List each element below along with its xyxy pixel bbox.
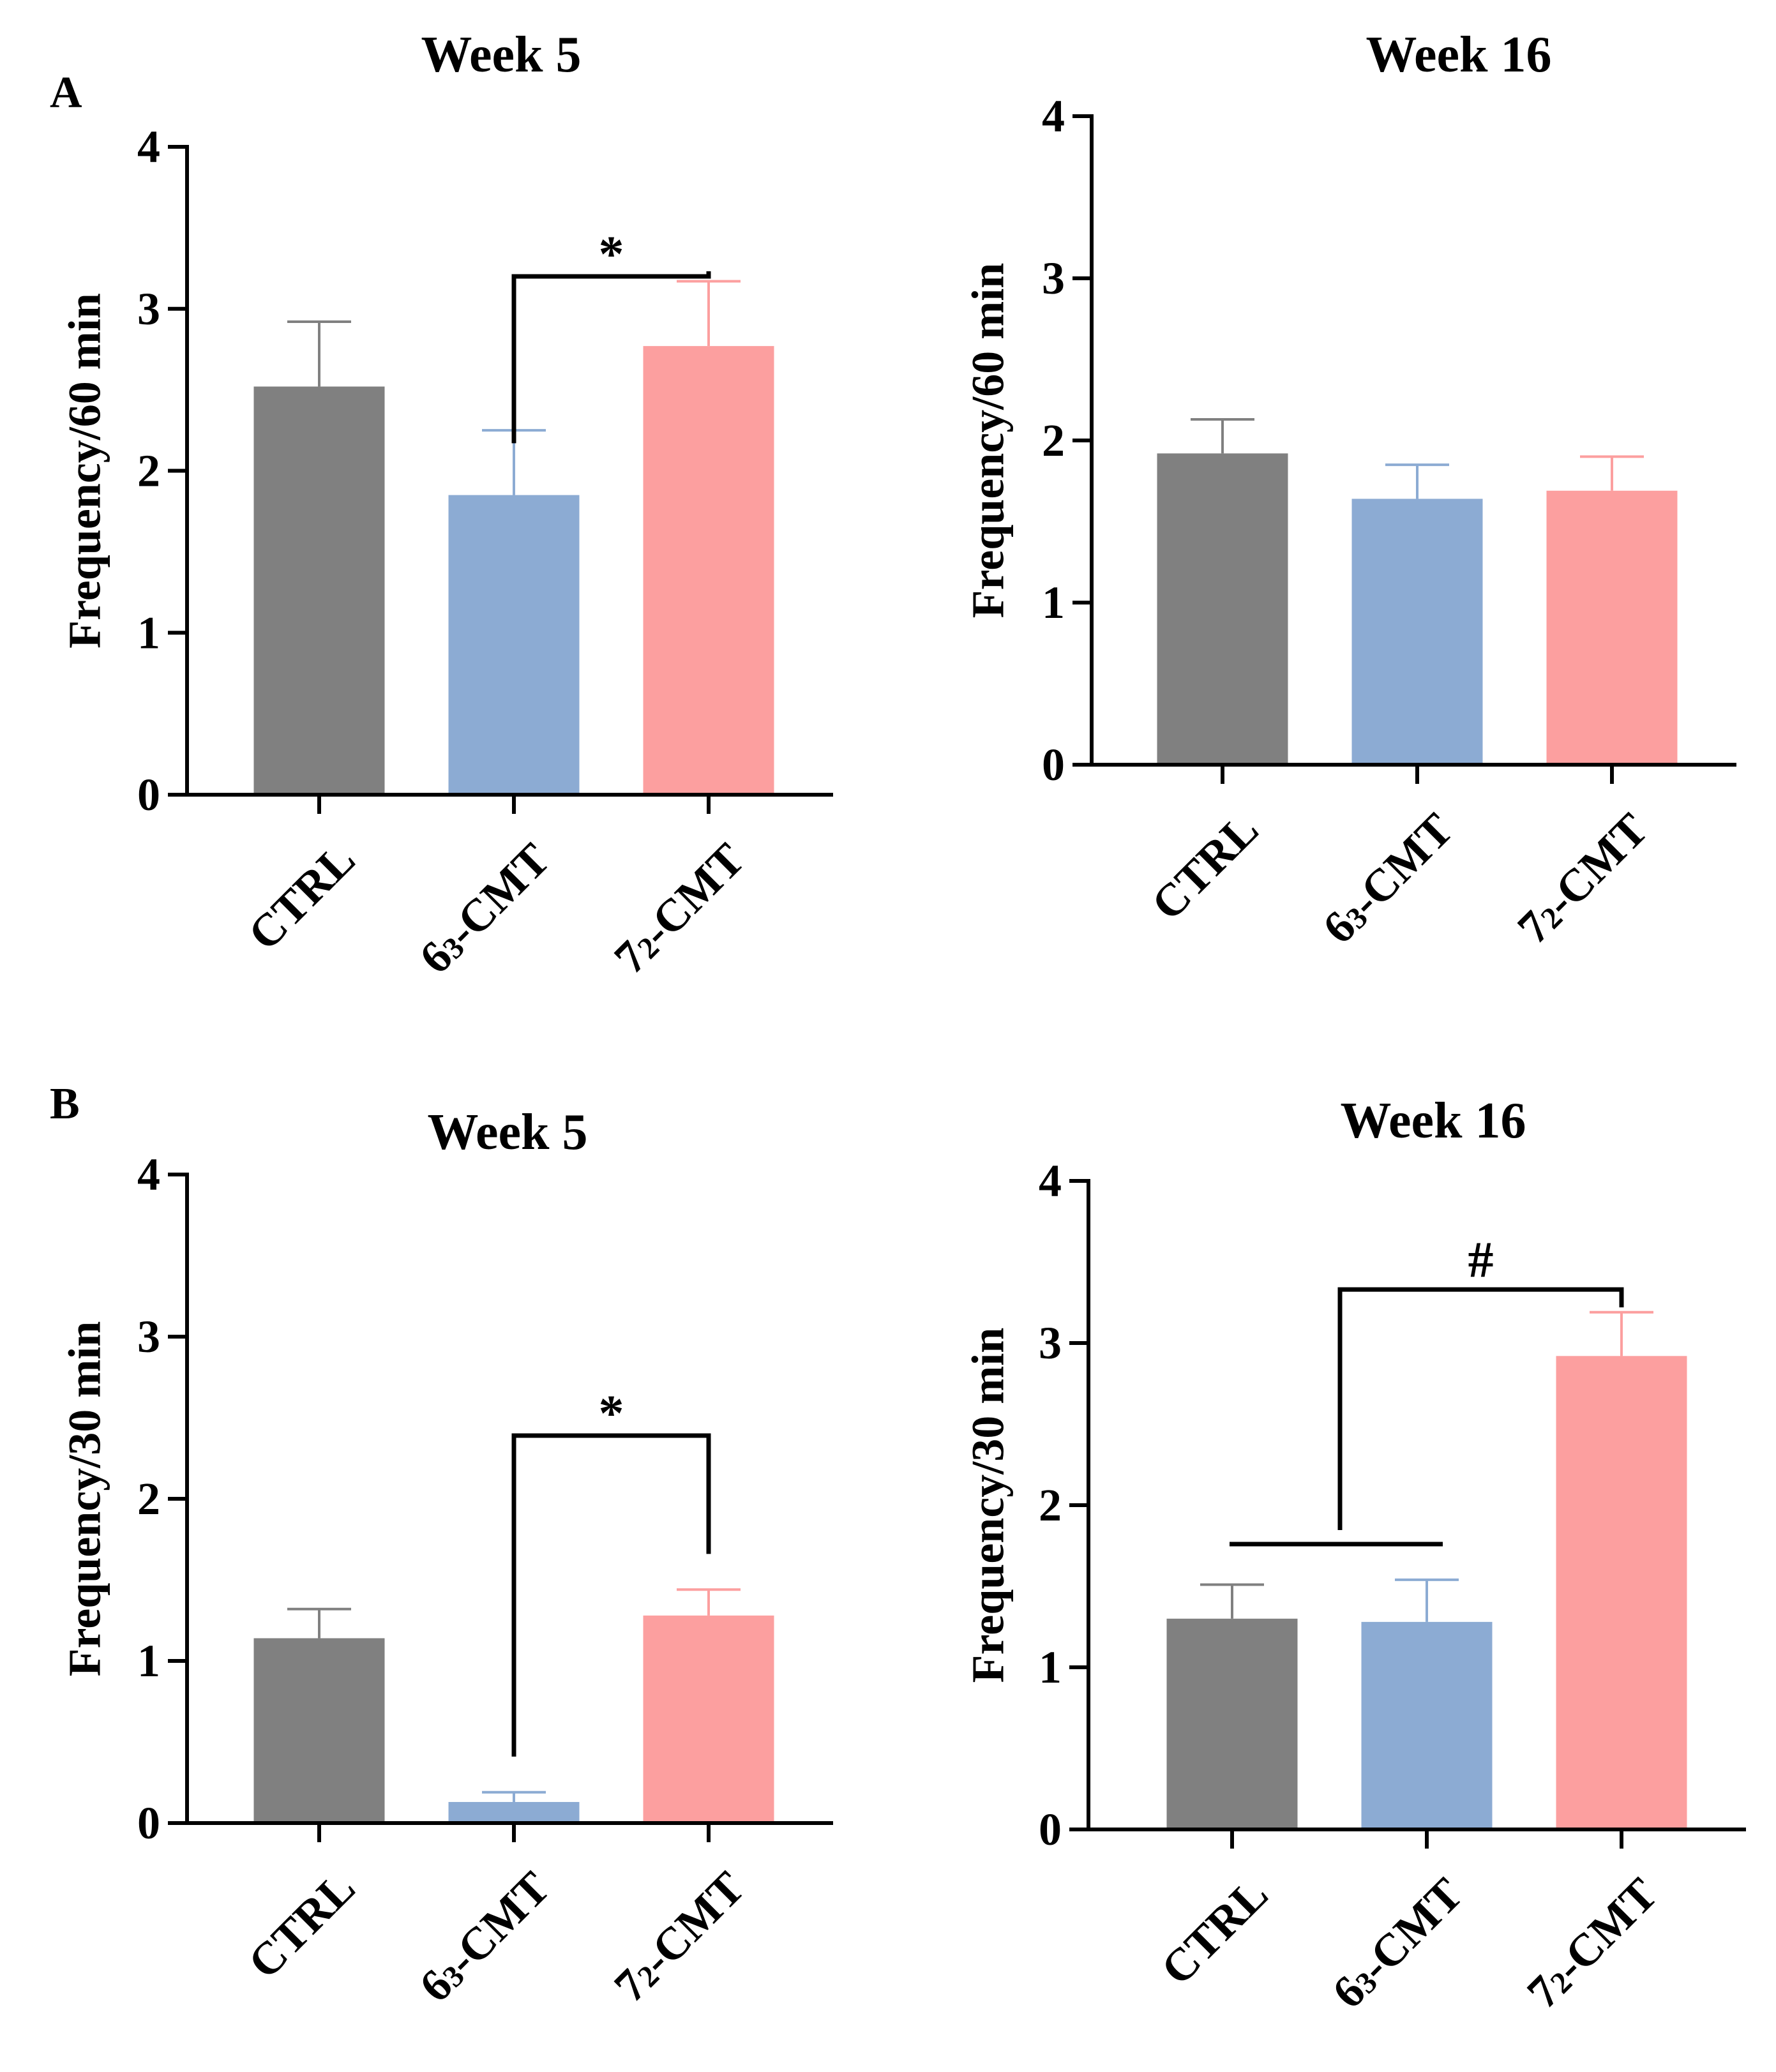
significance-bracket	[511, 271, 711, 444]
chart-title: Week 16	[1366, 27, 1551, 83]
significance-hash: #	[1468, 1232, 1494, 1288]
bar-6_3-cmt	[1351, 499, 1483, 765]
panel-label-a: A	[50, 68, 82, 117]
y-tick-label: 4	[1039, 1155, 1062, 1206]
panel-label-b: B	[50, 1079, 80, 1129]
y-tick-label: 2	[1039, 1480, 1062, 1531]
y-tick-label: 3	[137, 283, 160, 334]
y-tick-label: 2	[1042, 415, 1065, 466]
y-tick-label: 0	[1042, 739, 1065, 790]
y-tick-label: 3	[1039, 1318, 1062, 1369]
chart-title: Week 16	[1340, 1093, 1526, 1149]
y-axis-label: Frequency/30 min	[963, 1328, 1014, 1683]
y-tick-label: 2	[137, 1473, 160, 1524]
significance-star: *	[599, 227, 624, 283]
bar-7_2-cmt	[643, 346, 774, 795]
y-tick-label: 3	[1042, 253, 1065, 304]
y-tick-label: 0	[1039, 1804, 1062, 1855]
y-tick-label: 0	[137, 769, 160, 820]
y-tick-label: 1	[137, 1635, 160, 1686]
bar-6_3-cmt	[448, 1801, 580, 1823]
bar-ctrl	[1166, 1618, 1298, 1829]
y-tick-label: 0	[137, 1798, 160, 1849]
chart-title: Week 5	[427, 1104, 587, 1160]
y-axis-label: Frequency/60 min	[59, 293, 110, 649]
bar-6_3-cmt	[1361, 1621, 1493, 1829]
bar-6_3-cmt	[448, 495, 580, 795]
y-tick-label: 1	[1042, 577, 1065, 628]
y-axis-label: Frequency/60 min	[963, 263, 1014, 619]
bar-ctrl	[253, 386, 385, 795]
chart-title: Week 5	[421, 27, 581, 83]
significance-star: *	[599, 1386, 624, 1442]
y-tick-label: 1	[137, 607, 160, 658]
bar-ctrl	[1157, 453, 1288, 765]
significance-bracket	[1337, 1287, 1624, 1530]
y-tick-label: 2	[137, 446, 160, 497]
y-tick-label: 4	[137, 1149, 160, 1200]
y-tick-label: 1	[1039, 1642, 1062, 1693]
y-axis-label: Frequency/30 min	[59, 1321, 110, 1677]
y-tick-label: 3	[137, 1311, 160, 1362]
y-tick-label: 4	[1042, 91, 1065, 142]
significance-bracket	[511, 1433, 711, 1757]
bar-7_2-cmt	[1546, 490, 1678, 765]
y-tick-label: 4	[137, 121, 160, 172]
bar-ctrl	[253, 1638, 385, 1823]
bar-7_2-cmt	[1556, 1356, 1687, 1829]
bar-7_2-cmt	[643, 1615, 774, 1823]
